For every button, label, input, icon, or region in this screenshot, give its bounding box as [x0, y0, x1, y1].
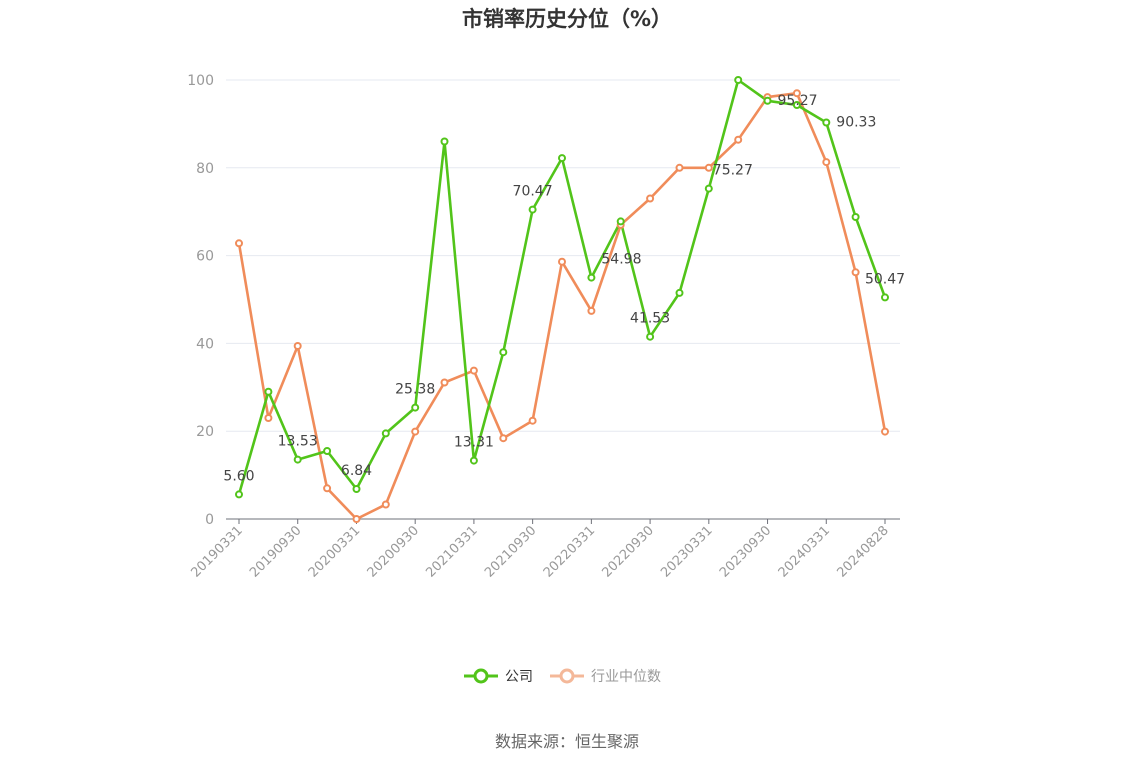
- y-tick-label: 100: [187, 73, 214, 89]
- point-company-3[interactable]: [323, 447, 332, 455]
- legend-item-industry[interactable]: 行业中位数: [550, 668, 661, 685]
- x-tick-label: 20190930: [247, 523, 304, 580]
- point-company-21[interactable]: [851, 213, 860, 221]
- point-company-7[interactable]: [440, 137, 449, 146]
- legend-item-company[interactable]: 公司: [464, 668, 533, 685]
- legend-label-industry: 行业中位数: [591, 669, 661, 685]
- legend-label-company: 公司: [505, 669, 533, 685]
- point-industry-19[interactable]: [792, 89, 801, 98]
- point-industry-15[interactable]: [675, 163, 684, 172]
- point-industry-2[interactable]: [293, 342, 302, 350]
- point-company-12[interactable]: [587, 273, 596, 282]
- point-industry-6[interactable]: [411, 427, 420, 436]
- legend-marker-industry: [559, 668, 575, 684]
- legend[interactable]: 公司 行业中位数: [464, 668, 661, 685]
- point-industry-21[interactable]: [851, 268, 860, 277]
- point-industry-8[interactable]: [469, 366, 478, 375]
- point-company-8[interactable]: [469, 456, 478, 465]
- point-industry-20[interactable]: [822, 158, 831, 167]
- point-company-19[interactable]: [792, 101, 801, 109]
- x-tick-label: 20240828: [834, 523, 891, 580]
- x-tick-label: 20220930: [600, 523, 657, 580]
- point-industry-9[interactable]: [499, 434, 508, 443]
- point-industry-17[interactable]: [734, 135, 743, 144]
- series-line-company: [237, 78, 887, 495]
- x-tick-label: 20200930: [365, 523, 422, 580]
- data-label-company-10: 70.47: [513, 184, 553, 200]
- x-tick-label: 20220331: [541, 523, 598, 580]
- point-industry-4[interactable]: [352, 515, 361, 523]
- data-labels: 5.60 13.53 6.84 25.38 13.31 70.47 54.98 41.53 75…: [223, 93, 905, 485]
- x-tick-label: 20230930: [717, 523, 774, 580]
- point-industry-10[interactable]: [528, 416, 537, 425]
- point-company-2[interactable]: [293, 455, 302, 464]
- point-company-16[interactable]: [704, 184, 713, 193]
- point-company-1[interactable]: [264, 387, 273, 396]
- point-industry-12[interactable]: [587, 306, 596, 315]
- chart-title: 市销率历史分位（%）: [462, 7, 672, 31]
- x-tick-label: 20210331: [423, 523, 480, 580]
- point-company-0[interactable]: [235, 490, 243, 499]
- series-points: [235, 76, 889, 523]
- data-label-company-0: 5.60: [223, 468, 254, 484]
- legend-marker-company: [473, 668, 489, 684]
- point-industry-5[interactable]: [381, 500, 390, 509]
- data-label-company-8: 13.31: [454, 435, 494, 451]
- y-tick-label: 20: [196, 424, 214, 440]
- point-company-20[interactable]: [822, 118, 831, 127]
- data-label-company-4: 6.84: [341, 463, 372, 479]
- y-tick-label: 80: [196, 161, 214, 177]
- point-company-17[interactable]: [734, 76, 743, 84]
- y-tick-label: 40: [196, 336, 214, 352]
- point-company-13[interactable]: [616, 217, 625, 226]
- point-company-22[interactable]: [881, 293, 889, 302]
- point-industry-1[interactable]: [264, 414, 273, 422]
- grid: [226, 79, 900, 432]
- point-industry-11[interactable]: [558, 257, 566, 266]
- point-company-4[interactable]: [352, 485, 361, 493]
- point-industry-16[interactable]: [704, 163, 713, 172]
- x-tick-label: 20190331: [188, 523, 245, 580]
- point-industry-14[interactable]: [646, 194, 655, 203]
- data-label-company-22: 50.47: [865, 271, 905, 287]
- point-company-11[interactable]: [558, 154, 566, 163]
- point-company-6[interactable]: [411, 403, 420, 412]
- point-company-18[interactable]: [763, 96, 772, 105]
- data-label-company-20: 90.33: [836, 115, 876, 131]
- data-source: 数据来源：恒生聚源: [495, 732, 639, 751]
- data-label-company-18: 95.27: [778, 93, 818, 109]
- data-label-company-14: 41.53: [630, 311, 670, 327]
- x-tick-label: 20240331: [776, 523, 833, 580]
- data-label-company-6: 25.38: [395, 382, 435, 398]
- data-label-company-16: 75.27: [713, 163, 753, 179]
- x-tick-label: 20230331: [658, 523, 715, 580]
- point-company-5[interactable]: [381, 429, 390, 438]
- x-tick-label: 20210930: [482, 523, 539, 580]
- point-company-14[interactable]: [646, 332, 655, 341]
- x-tick-label: 20200331: [306, 523, 363, 580]
- point-company-9[interactable]: [499, 348, 508, 357]
- point-industry-3[interactable]: [323, 484, 332, 493]
- point-industry-0[interactable]: [235, 239, 243, 248]
- axes: 0 20 40 60 80 100 20190331 20190930 20200331 2020…: [187, 73, 900, 581]
- y-tick-label: 0: [205, 512, 214, 528]
- data-label-company-2: 13.53: [278, 434, 318, 450]
- point-company-10[interactable]: [528, 205, 537, 214]
- series-lines: [237, 78, 887, 521]
- point-industry-7[interactable]: [440, 378, 449, 387]
- y-tick-label: 60: [196, 249, 214, 265]
- point-company-15[interactable]: [675, 288, 684, 297]
- point-industry-22[interactable]: [881, 427, 889, 436]
- data-label-company-12: 54.98: [601, 252, 641, 268]
